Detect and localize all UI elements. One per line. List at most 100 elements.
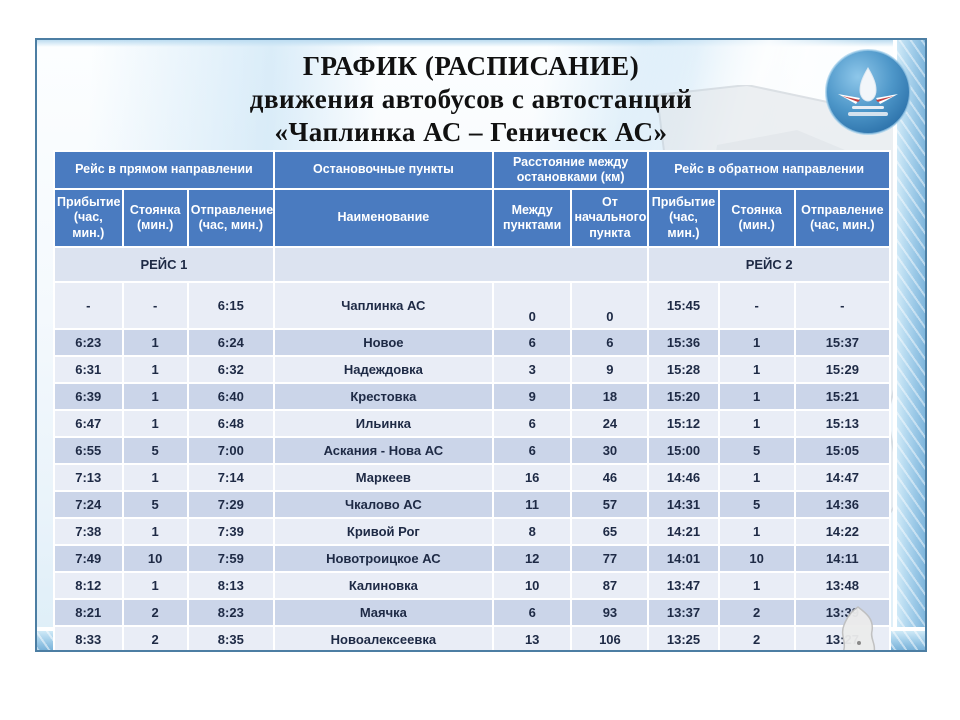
cell-arrival-back: 14:21 (647, 517, 720, 546)
slide-frame: ГРАФИК (РАСПИСАНИЕ) движения автобусов с… (35, 38, 927, 652)
cell-arrival-fwd: 6:39 (53, 382, 124, 411)
cell-dist-from-start: 0 (570, 281, 650, 330)
cell-departure-fwd: 8:35 (186, 625, 275, 650)
header-stop-fwd: Стоянка (мин.) (121, 188, 189, 248)
table-row: 6:39 1 6:40 Крестовка 9 18 15:20 1 15:21 (53, 382, 892, 411)
cell-stop-fwd: 1 (121, 463, 189, 492)
cell-departure-back: 14:47 (793, 463, 892, 492)
cell-dist-between: 16 (491, 463, 573, 492)
title-line-1: ГРАФИК (РАСПИСАНИЕ) (302, 51, 640, 81)
cell-arrival-fwd: 8:21 (53, 598, 124, 627)
cell-stop-back: 1 (717, 517, 796, 546)
cell-dist-between: 6 (491, 436, 573, 465)
cell-arrival-back: 15:12 (647, 409, 720, 438)
top-accent-strip (37, 40, 925, 47)
cell-stop-back: 5 (717, 490, 796, 519)
header-stop-name: Наименование (272, 188, 494, 248)
cell-departure-back: 15:13 (793, 409, 892, 438)
cell-stop-name: Аскания - Нова АС (272, 436, 494, 465)
cell-arrival-back: 14:01 (647, 544, 720, 573)
table-row: 7:13 1 7:14 Маркеев 16 46 14:46 1 14:47 (53, 463, 892, 492)
header-arrival-back: Прибытие (час, мин.) (647, 188, 720, 248)
cell-stop-name: Надеждовка (272, 355, 494, 384)
cell-stop-back: 2 (717, 598, 796, 627)
table-row: 6:31 1 6:32 Надеждовка 3 9 15:28 1 15:29 (53, 355, 892, 384)
header-group-stops: Остановочные пункты (272, 150, 494, 190)
cell-departure-fwd: 6:15 (186, 281, 275, 330)
cell-stop-fwd: 2 (121, 625, 189, 650)
cell-arrival-fwd: 6:47 (53, 409, 124, 438)
cell-stop-name: Новое (272, 328, 494, 357)
cell-departure-back: 13:27 (793, 625, 892, 650)
slide-title: ГРАФИК (РАСПИСАНИЕ) движения автобусов с… (77, 50, 865, 149)
cell-stop-back: 2 (717, 625, 796, 650)
cell-dist-between: 6 (491, 409, 573, 438)
cell-departure-back: 15:05 (793, 436, 892, 465)
trip-label-spacer (272, 246, 650, 283)
table-row: 8:21 2 8:23 Маячка 6 93 13:37 2 13:39 (53, 598, 892, 627)
cell-departure-fwd: 7:29 (186, 490, 275, 519)
cell-arrival-fwd: 7:24 (53, 490, 124, 519)
cell-departure-back: 15:29 (793, 355, 892, 384)
cell-dist-from-start: 6 (570, 328, 650, 357)
cell-dist-between: 6 (491, 598, 573, 627)
cell-stop-name: Кривой Рог (272, 517, 494, 546)
cell-stop-fwd: 5 (121, 436, 189, 465)
cell-arrival-back: 14:46 (647, 463, 720, 492)
cell-stop-fwd: 1 (121, 355, 189, 384)
table-row: 7:49 10 7:59 Новотроицкое АС 12 77 14:01… (53, 544, 892, 573)
table-row: 6:55 5 7:00 Аскания - Нова АС 6 30 15:00… (53, 436, 892, 465)
cell-dist-from-start: 18 (570, 382, 650, 411)
title-line-2: движения автобусов с автостанций (249, 84, 693, 114)
header-arrival-fwd: Прибытие (час, мин.) (53, 188, 124, 248)
cell-arrival-fwd: 6:23 (53, 328, 124, 357)
cell-departure-fwd: 6:48 (186, 409, 275, 438)
cell-dist-between: 13 (491, 625, 573, 650)
cell-arrival-back: 15:28 (647, 355, 720, 384)
cell-stop-back: 1 (717, 328, 796, 357)
cell-dist-from-start: 57 (570, 490, 650, 519)
cell-dist-between: 8 (491, 517, 573, 546)
cell-stop-name: Маячка (272, 598, 494, 627)
cell-stop-back: 1 (717, 463, 796, 492)
cell-stop-fwd: 10 (121, 544, 189, 573)
cell-dist-from-start: 24 (570, 409, 650, 438)
cell-stop-fwd: 5 (121, 490, 189, 519)
cell-dist-between: 3 (491, 355, 573, 384)
header-stop-back: Стоянка (мин.) (717, 188, 796, 248)
cell-departure-fwd: 6:24 (186, 328, 275, 357)
cell-dist-between: 0 (491, 281, 573, 330)
cell-stop-name: Калиновка (272, 571, 494, 600)
cell-dist-from-start: 65 (570, 517, 650, 546)
cell-arrival-back: 15:20 (647, 382, 720, 411)
table-row: 6:47 1 6:48 Ильинка 6 24 15:12 1 15:13 (53, 409, 892, 438)
cell-stop-back: 5 (717, 436, 796, 465)
cell-arrival-fwd: 8:33 (53, 625, 124, 650)
cell-stop-back: - (717, 281, 796, 330)
cell-dist-from-start: 30 (570, 436, 650, 465)
cell-stop-name: Маркеев (272, 463, 494, 492)
cell-stop-fwd: 1 (121, 328, 189, 357)
cell-departure-back: 15:37 (793, 328, 892, 357)
cell-departure-back: 13:48 (793, 571, 892, 600)
cell-dist-between: 12 (491, 544, 573, 573)
cell-stop-fwd: - (121, 281, 189, 330)
cell-stop-name: Чаплинка АС (272, 281, 494, 330)
cell-dist-from-start: 77 (570, 544, 650, 573)
bus-schedule-table: Рейс в прямом направлении Остановочные п… (53, 150, 892, 650)
cell-arrival-back: 13:37 (647, 598, 720, 627)
cell-dist-between: 9 (491, 382, 573, 411)
cell-departure-fwd: 7:14 (186, 463, 275, 492)
cell-departure-fwd: 7:39 (186, 517, 275, 546)
cell-departure-back: 15:21 (793, 382, 892, 411)
cell-stop-name: Крестовка (272, 382, 494, 411)
cell-departure-back: 13:39 (793, 598, 892, 627)
cell-dist-from-start: 46 (570, 463, 650, 492)
cell-stop-back: 1 (717, 571, 796, 600)
table-row: 6:23 1 6:24 Новое 6 6 15:36 1 15:37 (53, 328, 892, 357)
table-row: 7:38 1 7:39 Кривой Рог 8 65 14:21 1 14:2… (53, 517, 892, 546)
cell-arrival-fwd: 7:13 (53, 463, 124, 492)
cell-arrival-back: 15:45 (647, 281, 720, 330)
cell-arrival-back: 13:47 (647, 571, 720, 600)
